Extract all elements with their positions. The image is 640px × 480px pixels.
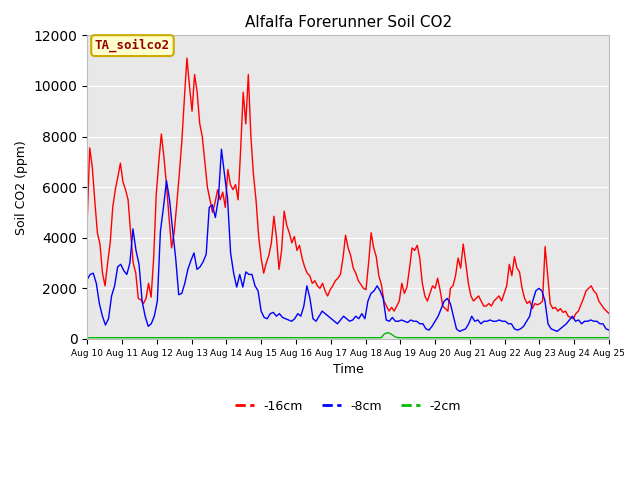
Text: TA_soilco2: TA_soilco2 bbox=[95, 39, 170, 52]
Title: Alfalfa Forerunner Soil CO2: Alfalfa Forerunner Soil CO2 bbox=[244, 15, 452, 30]
Y-axis label: Soil CO2 (ppm): Soil CO2 (ppm) bbox=[15, 140, 28, 235]
Legend: -16cm, -8cm, -2cm: -16cm, -8cm, -2cm bbox=[230, 395, 466, 418]
X-axis label: Time: Time bbox=[333, 363, 364, 376]
